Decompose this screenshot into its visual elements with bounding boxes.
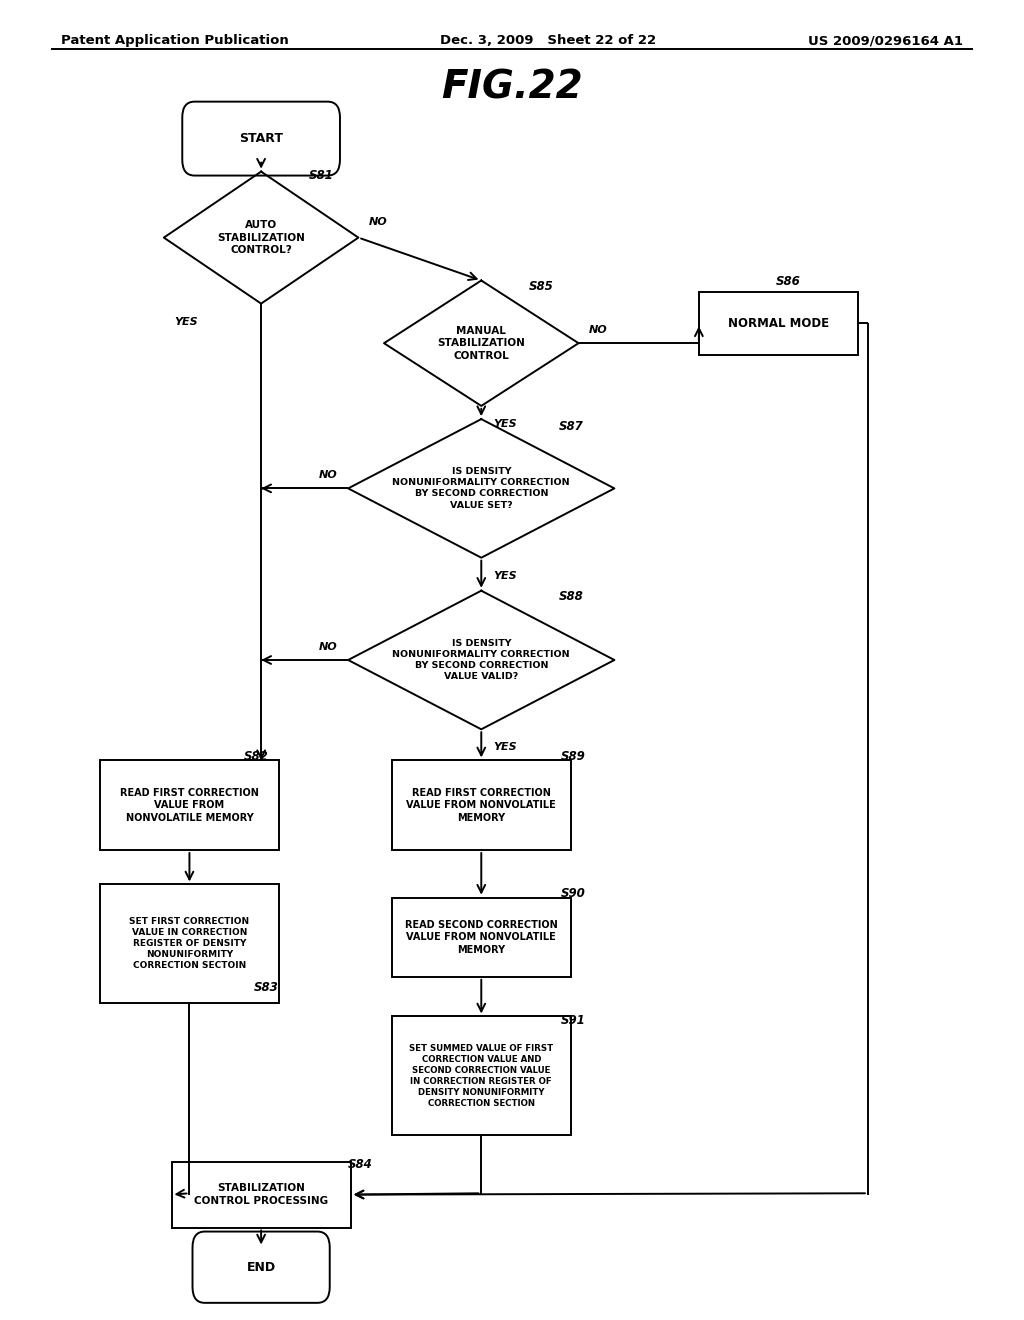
Text: S88: S88 [559, 590, 584, 603]
Text: S83: S83 [254, 981, 279, 994]
Text: NO: NO [369, 216, 387, 227]
Text: READ FIRST CORRECTION
VALUE FROM
NONVOLATILE MEMORY: READ FIRST CORRECTION VALUE FROM NONVOLA… [120, 788, 259, 822]
Polygon shape [348, 591, 614, 729]
Text: S90: S90 [561, 887, 586, 900]
Text: START: START [240, 132, 283, 145]
Text: FIG.22: FIG.22 [441, 69, 583, 107]
Text: IS DENSITY
NONUNIFORMALITY CORRECTION
BY SECOND CORRECTION
VALUE SET?: IS DENSITY NONUNIFORMALITY CORRECTION BY… [392, 467, 570, 510]
Text: US 2009/0296164 A1: US 2009/0296164 A1 [808, 34, 963, 48]
Text: Dec. 3, 2009   Sheet 22 of 22: Dec. 3, 2009 Sheet 22 of 22 [440, 34, 656, 48]
Polygon shape [348, 420, 614, 557]
Text: READ FIRST CORRECTION
VALUE FROM NONVOLATILE
MEMORY: READ FIRST CORRECTION VALUE FROM NONVOLA… [407, 788, 556, 822]
Text: NO: NO [589, 325, 607, 335]
Text: YES: YES [494, 742, 517, 752]
Text: Patent Application Publication: Patent Application Publication [61, 34, 289, 48]
Bar [698, 292, 858, 355]
Polygon shape [384, 281, 579, 407]
Bar [100, 884, 279, 1003]
Text: AUTO
STABILIZATION
CONTROL?: AUTO STABILIZATION CONTROL? [217, 220, 305, 255]
Text: STABILIZATION
CONTROL PROCESSING: STABILIZATION CONTROL PROCESSING [195, 1184, 328, 1205]
Text: YES: YES [494, 570, 517, 581]
Bar [172, 1162, 350, 1228]
Text: END: END [247, 1261, 275, 1274]
FancyBboxPatch shape [193, 1232, 330, 1303]
Text: SET SUMMED VALUE OF FIRST
CORRECTION VALUE AND
SECOND CORRECTION VALUE
IN CORREC: SET SUMMED VALUE OF FIRST CORRECTION VAL… [410, 1044, 553, 1107]
Bar [391, 760, 570, 850]
Text: SET FIRST CORRECTION
VALUE IN CORRECTION
REGISTER OF DENSITY
NONUNIFORMITY
CORRE: SET FIRST CORRECTION VALUE IN CORRECTION… [129, 917, 250, 970]
Text: S87: S87 [559, 420, 584, 433]
Text: MANUAL
STABILIZATION
CONTROL: MANUAL STABILIZATION CONTROL [437, 326, 525, 360]
Bar [100, 760, 279, 850]
Bar [391, 1016, 570, 1135]
Text: S89: S89 [561, 750, 586, 763]
Text: S91: S91 [561, 1014, 586, 1027]
Text: S84: S84 [348, 1158, 373, 1171]
Bar [391, 898, 570, 977]
Text: YES: YES [174, 317, 198, 327]
Text: S82: S82 [244, 750, 268, 763]
Text: S85: S85 [528, 280, 553, 293]
Text: IS DENSITY
NONUNIFORMALITY CORRECTION
BY SECOND CORRECTION
VALUE VALID?: IS DENSITY NONUNIFORMALITY CORRECTION BY… [392, 639, 570, 681]
Text: YES: YES [494, 420, 517, 429]
Text: NORMAL MODE: NORMAL MODE [728, 317, 828, 330]
Text: READ SECOND CORRECTION
VALUE FROM NONVOLATILE
MEMORY: READ SECOND CORRECTION VALUE FROM NONVOL… [404, 920, 558, 954]
FancyBboxPatch shape [182, 102, 340, 176]
Text: NO: NO [319, 642, 338, 652]
Polygon shape [164, 172, 358, 304]
Text: S81: S81 [309, 169, 334, 182]
Text: S86: S86 [776, 275, 801, 288]
Text: NO: NO [319, 470, 338, 480]
